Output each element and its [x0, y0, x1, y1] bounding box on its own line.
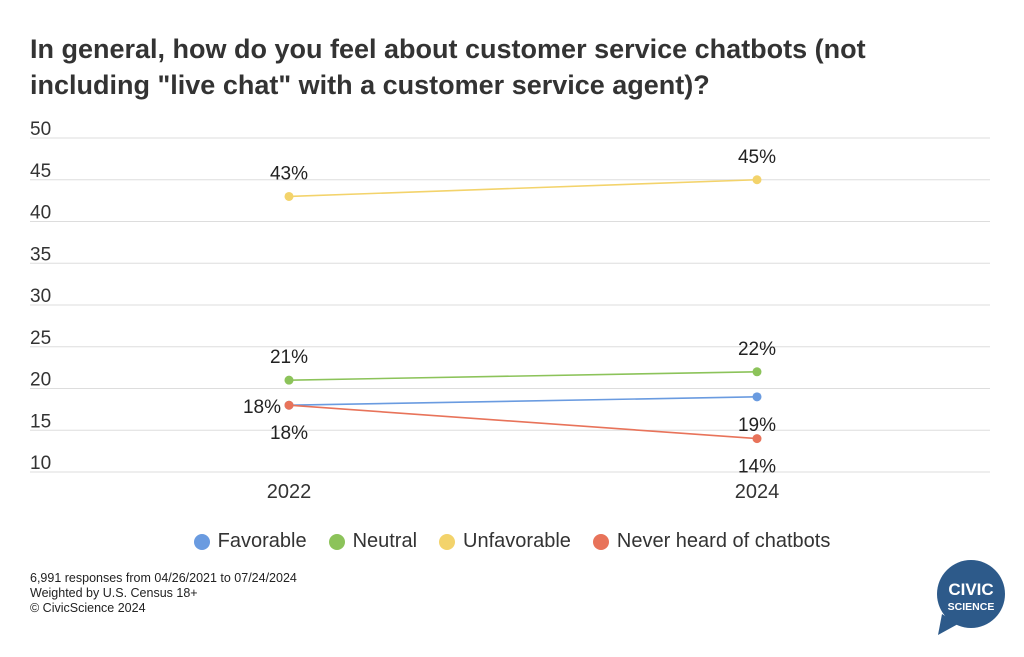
line-chart: 10 15 20 25 30 35 40 45 50 2022 2024 18% 19% 21% 22%…	[30, 119, 990, 503]
data-point	[752, 392, 762, 402]
legend-swatch	[193, 533, 210, 550]
data-label: 22%	[738, 339, 776, 360]
y-tick-label: 10	[30, 453, 51, 474]
chart-title: In general, how do you feel about custom…	[30, 34, 866, 100]
data-label: 18%	[243, 397, 281, 418]
series-line	[288, 371, 758, 381]
x-tick-label: 2024	[735, 481, 780, 503]
data-label: 18%	[270, 423, 308, 444]
series-lines	[288, 178, 758, 440]
legend-item: Neutral	[328, 530, 418, 553]
y-tick-label: 25	[30, 328, 51, 349]
y-tick-label: 35	[30, 244, 51, 265]
footer-responses: 6,991 responses from 04/26/2021 to 07/24…	[30, 571, 297, 585]
series-line	[288, 178, 758, 198]
legend-item: Favorable	[193, 530, 307, 553]
legend-label: Never heard of chatbots	[616, 530, 831, 552]
x-tick-label: 2022	[267, 481, 312, 503]
footer-copyright: © CivicScience 2024	[30, 601, 146, 615]
y-axis-ticks: 10 15 20 25 30 35 40 45 50	[30, 119, 51, 474]
legend-label: Unfavorable	[463, 530, 571, 552]
y-tick-label: 45	[30, 161, 51, 182]
legend: Favorable Neutral Unfavorable Never heard o…	[0, 530, 1024, 553]
data-point	[752, 434, 762, 444]
legend-swatch	[328, 533, 345, 550]
logo-line1: CIVIC	[948, 580, 993, 599]
series-line	[288, 396, 758, 406]
logo-line2: SCIENCE	[948, 601, 995, 613]
data-labels: 18% 19% 21% 22% 43% 45% 18% 14%	[243, 147, 776, 478]
civicscience-logo: CIVIC SCIENCE	[937, 560, 1005, 635]
data-point	[284, 375, 294, 385]
data-label: 21%	[270, 347, 308, 368]
y-tick-label: 20	[30, 370, 51, 391]
legend-label: Neutral	[352, 530, 418, 552]
data-label: 19%	[738, 415, 776, 436]
y-tick-label: 15	[30, 411, 51, 432]
footer: 6,991 responses from 04/26/2021 to 07/24…	[30, 571, 297, 616]
legend-item: Unfavorable	[439, 530, 571, 553]
grid-lines	[30, 137, 990, 473]
legend-label: Favorable	[217, 530, 307, 552]
data-point	[284, 191, 294, 201]
data-label: 14%	[738, 457, 776, 478]
data-label: 43%	[270, 163, 308, 184]
footer-weighting: Weighted by U.S. Census 18+	[30, 586, 198, 600]
y-tick-label: 50	[30, 119, 51, 140]
data-point	[752, 175, 762, 185]
legend-swatch	[592, 533, 609, 550]
data-points	[284, 175, 762, 444]
legend-swatch	[439, 533, 456, 550]
y-tick-label: 40	[30, 203, 51, 224]
x-axis-ticks: 2022 2024	[267, 481, 780, 503]
data-label: 45%	[738, 147, 776, 168]
data-point	[284, 400, 294, 410]
data-point	[752, 367, 762, 377]
series-line	[288, 404, 758, 440]
legend-item: Never heard of chatbots	[592, 530, 831, 553]
y-tick-label: 30	[30, 286, 51, 307]
